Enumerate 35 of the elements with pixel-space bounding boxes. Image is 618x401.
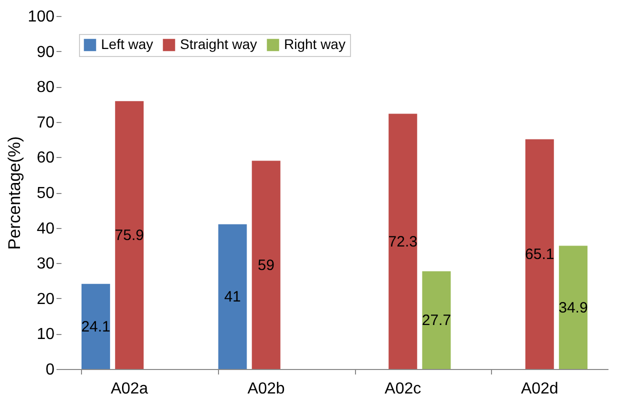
data-label: 41 (224, 288, 241, 306)
bar (218, 224, 247, 369)
data-label: 75.9 (114, 227, 144, 244)
data-label: 27.7 (422, 312, 452, 330)
bar (82, 284, 110, 369)
y-tick-label: 100 (28, 8, 55, 26)
y-tick-label: 60 (36, 150, 55, 167)
bar (252, 160, 280, 369)
legend-label: Right way (284, 36, 346, 52)
y-tick-label: 70 (36, 114, 55, 132)
y-tick-label: 90 (36, 44, 55, 61)
y-tick-label: 40 (36, 220, 55, 238)
legend-label: Left way (101, 36, 154, 52)
data-label: 65.1 (525, 246, 554, 264)
bar (115, 101, 144, 369)
data-label: 59 (258, 256, 274, 274)
x-tick-label: A02d (520, 380, 558, 398)
y-tick-label: 10 (36, 326, 55, 344)
bar (525, 139, 554, 369)
y-tick-label: 30 (36, 256, 55, 273)
y-tick-label: 80 (36, 79, 55, 96)
data-label: 34.9 (558, 299, 588, 316)
data-label: 72.3 (388, 233, 418, 250)
x-tick-label: A02b (247, 380, 285, 398)
bar (388, 114, 418, 369)
data-label: 24.1 (81, 318, 110, 336)
y-axis-title: Percentage(%) (4, 136, 24, 250)
x-tick-label: A02a (110, 380, 148, 398)
legend-label: Straight way (180, 36, 258, 52)
bar (558, 246, 588, 369)
x-tick-label: A02c (384, 380, 422, 398)
bar (422, 271, 451, 369)
y-tick-label: 0 (46, 362, 55, 378)
y-tick-label: 50 (36, 185, 55, 202)
y-tick-label: 20 (36, 290, 55, 308)
